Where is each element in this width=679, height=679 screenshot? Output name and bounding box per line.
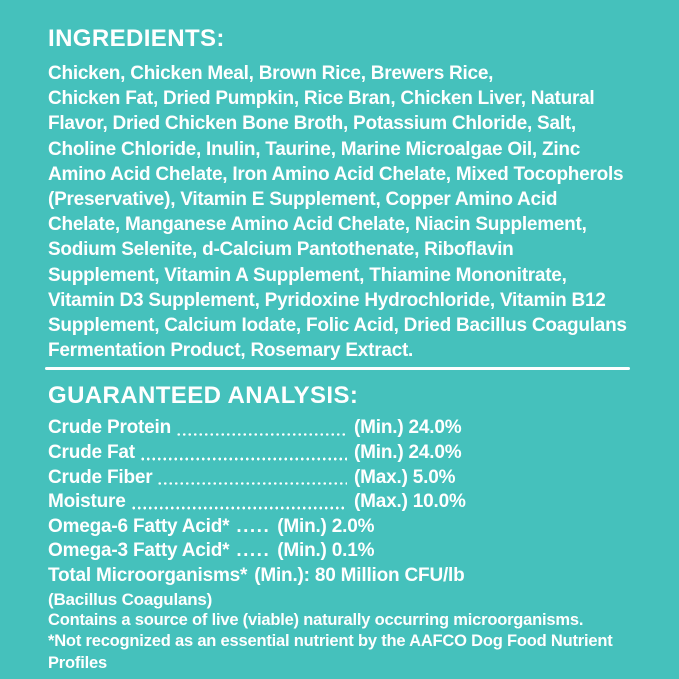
analysis-value: (Min.) 24.0% [354, 442, 462, 464]
analysis-row-crude-fat: Crude Fat (Min.) 24.0% [48, 441, 472, 466]
analysis-label: Total Microorganisms* [48, 565, 248, 586]
footnote-line: *Not recognized as an essential nutrient… [48, 632, 613, 651]
guaranteed-analysis-table: Crude Protein (Min.) 24.0% Crude Fat (Mi… [48, 416, 679, 588]
ingredients-line: (Preservative), Vitamin E Supplement, Co… [48, 189, 558, 211]
footnotes: Contains a source of live (viable) natur… [48, 610, 679, 675]
analysis-label: Crude Fat [48, 442, 135, 464]
analysis-row-omega-6: Omega-6 Fatty Acid*..... (Min.) 2.0% [48, 515, 679, 540]
analysis-value: (Min.): 80 Million CFU/lb [254, 565, 465, 586]
analysis-label: Moisture [48, 491, 126, 513]
analysis-row-omega-3: Omega-3 Fatty Acid*..... (Min.) 0.1% [48, 539, 679, 564]
ingredients-line: Flavor, Dried Chicken Bone Broth, Potass… [48, 113, 576, 135]
analysis-label: Omega-6 Fatty Acid* [48, 515, 230, 537]
ingredients-line: Supplement, Calcium Iodate, Folic Acid, … [48, 315, 627, 337]
ingredients-line: Supplement, Vitamin A Supplement, Thiami… [48, 264, 567, 286]
analysis-label: Omega-3 Fatty Acid* [48, 540, 230, 562]
dot-leader [157, 465, 347, 487]
dot-leader [176, 416, 347, 438]
ingredients-line: Chicken Fat, Dried Pumpkin, Rice Bran, C… [48, 88, 595, 110]
analysis-value: (Max.) 10.0% [354, 491, 466, 513]
footnote-line: Contains a source of live (viable) natur… [48, 610, 584, 629]
analysis-value: (Min.) 2.0% [277, 515, 375, 537]
analysis-label: Crude Protein [48, 417, 172, 439]
dot-leader: ..... [236, 515, 271, 537]
analysis-row-moisture: Moisture (Max.) 10.0% [48, 490, 472, 515]
analysis-row-total-microorganisms: Total Microorganisms* (Min.): 80 Million … [48, 564, 679, 589]
analysis-value: (Max.) 5.0% [354, 466, 456, 488]
dot-leader [139, 441, 347, 462]
ingredients-title: INGREDIENTS: [48, 25, 225, 52]
dot-leader [130, 490, 347, 511]
section-divider [45, 367, 630, 371]
ingredients-line: Amino Acid Chelate, Iron Amino Acid Chel… [48, 163, 624, 185]
ingredients-section: INGREDIENTS: Chicken, Chicken Meal, Brow… [48, 27, 679, 363]
analysis-row-crude-protein: Crude Protein (Min.) 24.0% [48, 416, 472, 441]
analysis-value: (Min.) 0.1% [277, 540, 375, 562]
ingredients-line: Fermentation Product, Rosemary Extract. [48, 340, 414, 362]
guaranteed-analysis-title: GUARANTEED ANALYSIS: [48, 382, 359, 410]
bacillus-coagulans-subnote: (Bacillus Coagulans) [48, 589, 213, 609]
analysis-value: (Min.) 24.0% [354, 417, 462, 439]
analysis-row-crude-fiber: Crude Fiber (Max.) 5.0% [48, 465, 472, 491]
analysis-label: Crude Fiber [48, 466, 153, 488]
ingredients-line: Sodium Selenite, d-Calcium Pantothenate,… [48, 239, 514, 261]
ingredients-line: Chicken, Chicken Meal, Brown Rice, Brewe… [48, 63, 494, 84]
footnote-line: Profiles [48, 653, 107, 672]
ingredients-list: Chicken, Chicken Meal, Brown Rice, Brewe… [48, 61, 679, 363]
dot-leader: ..... [236, 540, 271, 562]
guaranteed-analysis-section: GUARANTEED ANALYSIS: Crude Protein (Min.… [48, 384, 679, 674]
ingredients-line: Vitamin D3 Supplement, Pyridoxine Hydroc… [48, 289, 606, 311]
ingredients-line: Choline Chloride, Inulin, Taurine, Marin… [48, 138, 581, 160]
ingredients-line: Chelate, Manganese Amino Acid Chelate, N… [48, 214, 587, 236]
